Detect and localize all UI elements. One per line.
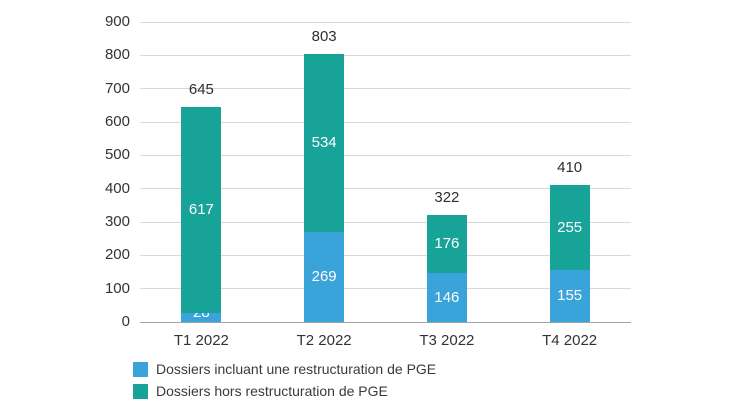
bar-value-label: 534: [311, 134, 337, 152]
gridline: [140, 188, 631, 190]
y-tick-label: 900: [104, 13, 130, 30]
gridline: [140, 288, 631, 290]
gridline: [140, 54, 631, 56]
bar-segment-restructuration: [549, 270, 590, 322]
bar-segment-hors-restructuration: [549, 185, 590, 271]
x-axis-line: [140, 321, 631, 323]
legend-swatch-hors-restructuration-icon: [133, 383, 148, 399]
y-tick-label: 300: [104, 213, 130, 230]
y-tick-label: 500: [104, 146, 130, 164]
bar-value-label: 617: [188, 200, 214, 218]
gridline: [140, 221, 631, 223]
bar-total-label: 803: [311, 28, 337, 46]
y-tick-label: 200: [104, 246, 130, 264]
gridline: [140, 254, 631, 256]
x-tick-label: T4 2022: [542, 332, 598, 349]
legend-label-hors-restructuration: Dossiers hors restructuration de PGE: [156, 383, 388, 399]
legend-swatch-restructuration-icon: [133, 361, 148, 377]
gridline: [140, 88, 631, 90]
y-tick-label: 100: [104, 279, 130, 297]
legend-item-hors-restructuration: Dossiers hors restructuration de PGE: [133, 380, 436, 402]
bar-segment-restructuration: [181, 312, 222, 322]
bar-value-label: 176: [434, 235, 460, 252]
bar-value-label: 269: [311, 268, 337, 286]
bar-segment-restructuration: [304, 232, 345, 322]
bar-total-label: 410: [557, 159, 583, 177]
bar-segment-hors-restructuration: [181, 107, 222, 313]
gridline: [140, 121, 631, 123]
bar-segment-restructuration: [426, 273, 467, 322]
bar-value-label: 146: [434, 288, 460, 306]
y-tick-label: 800: [104, 46, 130, 64]
y-tick-label: 0: [121, 313, 130, 330]
bar-total-label: 322: [434, 188, 460, 206]
legend-label-restructuration: Dossiers incluant une restructuration de…: [156, 361, 437, 377]
bar-value-label: 255: [557, 218, 583, 236]
bar-total-label: 645: [188, 81, 214, 98]
legend-item-restructuration: Dossiers incluant une restructuration de…: [133, 358, 436, 380]
gridline: [140, 154, 631, 156]
chart-legend: Dossiers incluant une restructuration de…: [133, 358, 436, 402]
x-tick-label: T3 2022: [419, 332, 475, 349]
gridline: [140, 21, 631, 23]
y-tick-label: 700: [104, 79, 130, 97]
y-tick-label: 400: [104, 179, 130, 197]
bar-value-label: 155: [557, 287, 583, 305]
x-tick-label: T1 2022: [173, 332, 229, 349]
y-tick-label: 600: [104, 113, 130, 130]
x-tick-label: T2 2022: [296, 332, 352, 349]
bar-segment-hors-restructuration: [304, 54, 345, 233]
bar-segment-hors-restructuration: [426, 214, 467, 274]
